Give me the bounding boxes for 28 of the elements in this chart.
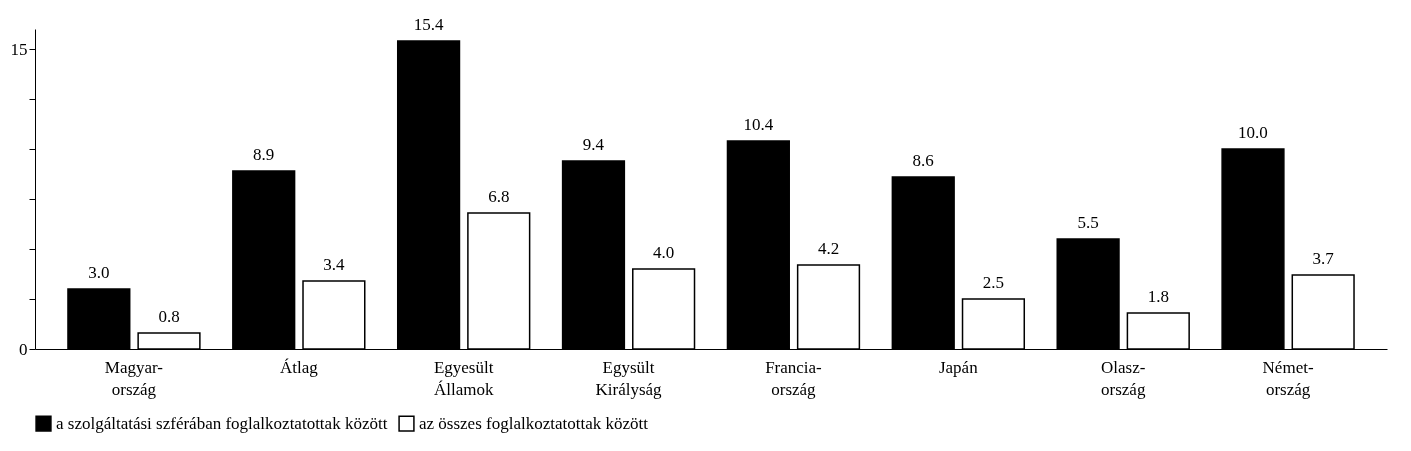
data-label: 0.8 <box>158 307 180 326</box>
data-label: 5.5 <box>1077 213 1099 232</box>
data-label: 10.4 <box>743 115 774 134</box>
data-label: 15.4 <box>413 15 444 34</box>
data-label: 9.4 <box>582 135 605 154</box>
x-tick-label: Egyesült Államok <box>433 357 494 399</box>
x-tick-label: Átlag <box>279 357 319 377</box>
legend-label: az összes foglalkoztatottak között <box>419 413 649 433</box>
data-label: 10.0 <box>1238 123 1268 142</box>
data-label: 1.8 <box>1147 287 1169 306</box>
data-label: 8.6 <box>912 151 934 170</box>
x-tick-label: Francia- ország <box>765 357 823 399</box>
data-label: 8.9 <box>253 145 275 164</box>
data-label: 2.5 <box>982 273 1005 292</box>
y-tick-label: 15 <box>10 39 28 59</box>
x-tick-label: Japán <box>938 357 979 377</box>
x-tick-label: Egysült Királyság <box>595 357 663 399</box>
data-label: 3.4 <box>323 255 346 274</box>
data-label: 3.0 <box>88 263 110 282</box>
x-tick-label: Magyar- ország <box>104 357 164 399</box>
data-label: 3.7 <box>1312 249 1335 268</box>
data-label: 4.0 <box>653 243 675 262</box>
legend-label: a szolgáltatási szférában foglalkoztatottak között <box>56 413 388 433</box>
y-tick-label: 0 <box>19 339 28 359</box>
x-tick-label: Német- ország <box>1262 357 1314 399</box>
x-tick-label: Olasz- ország <box>1101 357 1146 399</box>
data-label: 6.8 <box>488 187 510 206</box>
data-label: 4.2 <box>817 239 840 258</box>
